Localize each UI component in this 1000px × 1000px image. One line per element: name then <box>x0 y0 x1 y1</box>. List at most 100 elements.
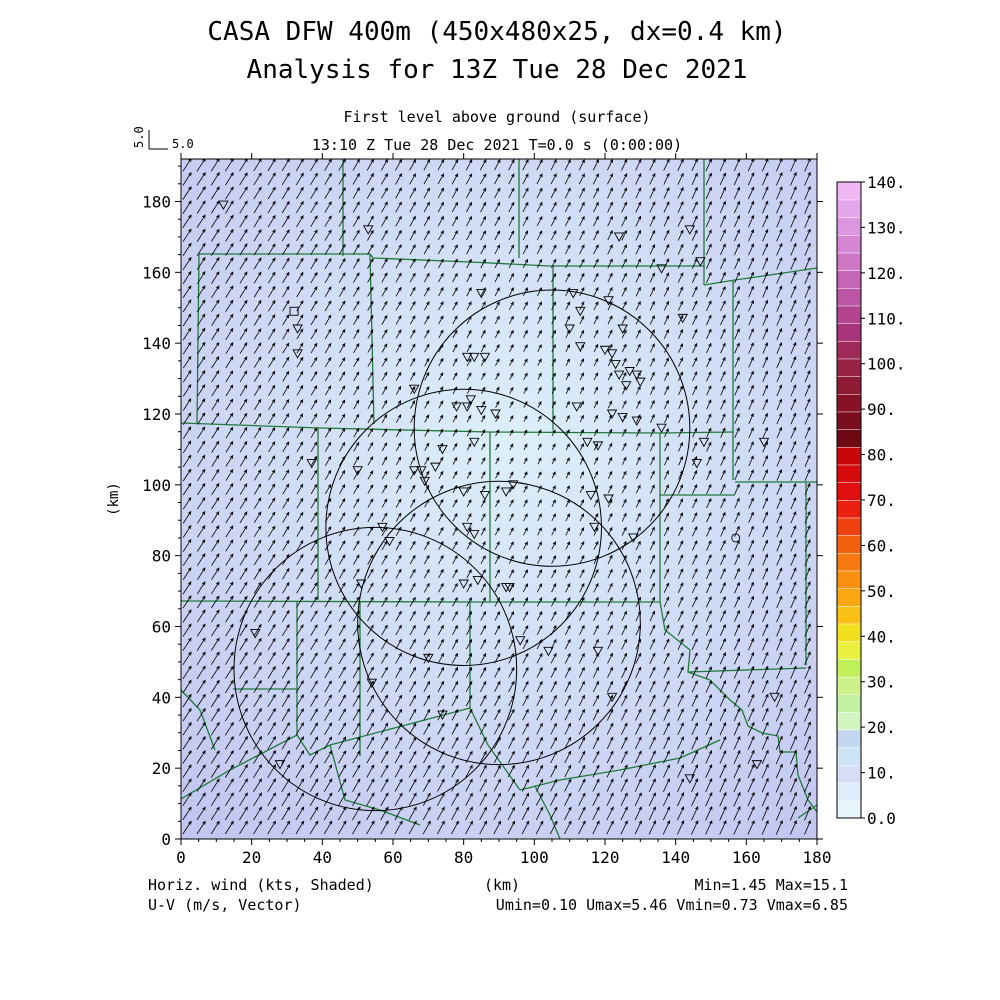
wind-vector <box>196 228 206 242</box>
wind-vector <box>423 736 431 749</box>
wind-vector <box>380 750 389 764</box>
wind-vector <box>452 513 458 522</box>
wind-vector <box>451 722 459 735</box>
wind-vector <box>409 272 416 283</box>
wind-vector <box>522 750 529 764</box>
wind-vector <box>408 806 417 821</box>
wind-vector <box>380 173 388 185</box>
colorbar-swatch <box>836 711 862 731</box>
wind-vector <box>282 595 290 608</box>
wind-vector <box>706 539 712 551</box>
station-triangle <box>691 459 703 469</box>
wind-vector <box>762 581 769 594</box>
wind-vector <box>607 229 613 241</box>
wind-vector <box>381 596 388 607</box>
wind-vector <box>692 413 698 424</box>
wind-vector <box>452 301 458 311</box>
wind-vector <box>339 441 346 452</box>
wind-vector <box>395 272 402 283</box>
wind-vector <box>621 215 627 227</box>
wind-vector <box>182 172 192 186</box>
wind-vector <box>593 568 599 579</box>
wind-vector <box>579 513 584 522</box>
wind-vector <box>480 201 487 213</box>
wind-vector <box>720 271 726 284</box>
wind-vector <box>804 200 811 214</box>
wind-vector <box>480 315 486 325</box>
wind-vector <box>578 187 585 199</box>
wind-vector <box>380 806 389 821</box>
wind-vector <box>281 721 290 736</box>
wind-vector <box>253 257 262 270</box>
wind-vector <box>338 229 346 241</box>
wind-vector <box>338 778 347 792</box>
station-triangle <box>631 370 643 380</box>
wind-vector <box>747 763 755 779</box>
wind-vector <box>776 159 783 172</box>
wind-vector <box>507 750 515 764</box>
wind-vector <box>734 299 740 312</box>
wind-vector <box>720 427 726 438</box>
wind-vector <box>466 372 472 381</box>
wind-vector <box>282 609 290 622</box>
wind-vector <box>747 805 755 821</box>
colorbar-swatch <box>836 199 862 218</box>
wind-vector <box>225 567 234 580</box>
wind-vector <box>452 315 458 325</box>
county-line <box>687 671 817 813</box>
wind-vector <box>650 484 655 494</box>
wind-vector <box>366 778 375 792</box>
wind-vector <box>466 624 472 636</box>
wind-vector <box>296 243 304 256</box>
wind-vector <box>253 567 262 580</box>
wind-vector <box>225 356 234 369</box>
wind-vector <box>352 172 360 185</box>
wind-vector <box>621 371 627 381</box>
wind-vector <box>480 187 487 199</box>
wind-vector <box>324 638 332 650</box>
wind-vector <box>210 778 220 792</box>
wind-vector <box>508 722 515 735</box>
wind-vector <box>267 159 276 172</box>
wind-vector <box>480 596 486 607</box>
wind-vector <box>381 414 388 423</box>
wind-vector <box>691 568 698 579</box>
wind-vector <box>804 482 811 496</box>
wind-vector <box>579 286 585 297</box>
wind-vector <box>593 244 599 255</box>
wind-vector <box>720 567 726 580</box>
wind-vector <box>466 540 472 550</box>
y-tick-label: 80 <box>152 547 171 566</box>
wind-vector <box>579 244 585 255</box>
wind-vector <box>536 680 543 692</box>
wind-vector <box>366 201 374 213</box>
wind-vector <box>466 301 472 311</box>
wind-vector <box>691 638 698 650</box>
wind-vector <box>579 554 585 564</box>
wind-vector <box>381 484 388 494</box>
wind-vector <box>423 610 430 621</box>
wind-vector <box>649 314 655 325</box>
wind-vector <box>536 708 543 721</box>
wind-vector <box>607 512 613 522</box>
wind-vector <box>762 271 769 284</box>
wind-vector <box>466 526 472 536</box>
wind-vector <box>324 342 332 354</box>
wind-vector <box>424 540 430 550</box>
wind-vector <box>649 736 656 750</box>
wind-vector <box>551 457 556 465</box>
wind-vector <box>296 356 304 368</box>
wind-vector <box>196 623 206 637</box>
wind-vector <box>692 455 698 466</box>
wind-vector <box>635 244 641 255</box>
wind-vector <box>239 665 248 679</box>
wind-vector <box>536 244 543 255</box>
wind-vector <box>536 624 543 635</box>
wind-vector <box>692 328 698 339</box>
wind-vector <box>607 638 613 650</box>
wind-vector <box>649 694 656 707</box>
station-triangle <box>458 579 469 589</box>
wind-vector <box>649 172 656 185</box>
station-triangle <box>571 402 583 412</box>
wind-vector <box>733 693 741 708</box>
